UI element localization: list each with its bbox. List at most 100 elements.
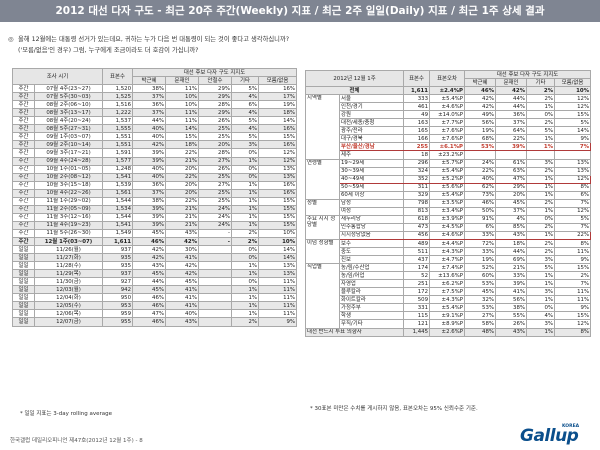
row-value: 18%: [257, 108, 298, 118]
row-value: 44%: [132, 277, 166, 287]
row-value: 39%: [132, 156, 166, 166]
row-value: 5%: [231, 132, 259, 142]
gallup-logo: KOREA Gallup: [520, 424, 592, 446]
row-label: 블루칼라: [338, 287, 405, 297]
row-sample-size: 18: [403, 150, 431, 160]
row-period: 11월 5주(26~30): [34, 228, 103, 238]
row-value: 3%: [526, 158, 556, 168]
row-sample-size: 1,541: [102, 220, 133, 230]
row-type: 주간: [12, 84, 35, 94]
row-value: 73%: [464, 190, 497, 200]
table-row: 직업별 농/림/수산업 174 ±7.4%P 52% 21% 5% 15%: [305, 263, 592, 329]
row-sample-size: 324: [403, 166, 431, 176]
row-value: 15%: [554, 263, 592, 273]
row-value: 45%: [165, 277, 199, 287]
row-value: 18%: [495, 238, 528, 249]
row-value: 24%: [464, 158, 497, 168]
table-row: 주간 09월 4주(24~28) 1,577 39% 21% 27% 1% 12%: [12, 156, 298, 166]
row-value: 1%: [526, 230, 556, 240]
row-type: 일일: [12, 269, 35, 279]
row-value: 26%: [198, 116, 232, 126]
row-period: 11/27(화): [34, 253, 103, 263]
row-error: ±7.5%P: [429, 287, 466, 297]
row-sample-size: 937: [102, 245, 133, 255]
row-sample-size: 953: [102, 301, 133, 311]
row-value: 33%: [464, 247, 497, 257]
row-period: 08월 4주(20~24): [34, 116, 103, 126]
row-value: 20%: [165, 180, 199, 190]
row-value: 5%: [526, 126, 556, 136]
row-value: 64%: [495, 126, 528, 136]
row-sample-size: 437: [403, 255, 431, 265]
row-value: 0%: [231, 172, 259, 182]
row-value: 12%: [257, 148, 298, 158]
row-value: 7%: [554, 142, 592, 152]
table-row: 일일 12/07(금) 955 46% 43% 2% 9%: [12, 317, 298, 327]
voter-intent-value: 48%: [464, 327, 497, 337]
row-value: 16%: [257, 140, 298, 150]
row-value: 29%: [495, 182, 528, 192]
row-value: 9%: [257, 317, 298, 327]
row-value: 46%: [132, 317, 166, 327]
table-row: 연령별 19~29세 296 ±5.7%P 24% 61% 3% 13%: [305, 158, 592, 200]
table-row: 화이트칼라 509 ±4.3%P 32% 56% 1% 11%: [306, 295, 592, 305]
row-type: 주간: [12, 228, 35, 238]
table-row: 이념 성향별 보수 489 ±4.4%P 72% 18% 2% 8%: [305, 238, 592, 265]
row-error: ±5.7%P: [429, 158, 466, 168]
row-value: 25%: [198, 124, 232, 134]
row-period: 11월 2주(05~09): [34, 204, 103, 214]
row-value: 13%: [257, 164, 298, 174]
row-type: 일일: [12, 253, 35, 263]
right-note: * 30표본 미만은 수치를 게시하지 않음, 표본오차는 95% 신뢰수준 기…: [310, 406, 478, 412]
row-value: 1%: [526, 190, 556, 200]
table-row: 일일 11/27(화) 935 42% 41% 0% 14%: [12, 253, 298, 263]
row-sample-size: 1,516: [102, 100, 133, 110]
row-value: 1%: [231, 285, 259, 295]
survey-question: ◎ 올해 12월에는 대통령 선거가 있는데요, 귀하는 누가 다음 번 대통령이…: [8, 34, 448, 56]
table-row: 주간 10월 2주(08~12) 1,541 40% 22% 25% 0% 13%: [12, 172, 298, 182]
row-value: 33%: [464, 230, 497, 240]
row-sample-size: 333: [403, 94, 431, 104]
left-header-col-4: 모름/없음: [257, 76, 298, 86]
row-value: 29%: [198, 108, 232, 118]
row-sample-size: 1,551: [102, 140, 133, 150]
row-period: 11/26(월): [34, 245, 103, 255]
row-value: 14%: [257, 245, 298, 255]
row-label: 여성: [338, 206, 405, 216]
row-error: ±13.6%P: [429, 271, 466, 281]
row-sample-size: 352: [403, 174, 431, 184]
row-value: 43%: [165, 317, 199, 327]
row-type: 주간: [12, 172, 35, 182]
row-value: -: [198, 228, 232, 238]
row-value: 22%: [165, 148, 199, 158]
row-value: 1%: [231, 220, 259, 230]
row-value: 39%: [495, 142, 528, 152]
row-period: 09월 3주(17~21): [34, 148, 103, 158]
row-value: 19%: [464, 126, 497, 136]
row-sample-size: 1,549: [102, 228, 133, 238]
row-value: 72%: [464, 238, 497, 249]
row-value: 53%: [464, 142, 497, 152]
row-sample-size: 618: [403, 214, 431, 224]
row-value: 1%: [526, 279, 556, 289]
table-row: 주간 11월 1주(29~02) 1,544 38% 22% 25% 1% 15%: [12, 196, 298, 206]
row-value: 27%: [198, 156, 232, 166]
row-value: 11%: [165, 108, 199, 118]
row-value: 3%: [526, 255, 556, 265]
row-sample-size: 174: [403, 263, 431, 273]
row-period: 10월 3주(15~18): [34, 180, 103, 190]
group-label: 지역별: [305, 94, 340, 160]
row-sample-size: 49: [403, 110, 431, 120]
row-value: 13%: [257, 269, 298, 279]
footer-text: 한국갤럽 데일리오피니언 제47호(2012년 12월 1주) - 8: [10, 438, 143, 444]
row-sample-size: 311: [403, 182, 431, 192]
row-label: 농/림/수산업: [338, 263, 405, 273]
row-type: 주간: [12, 116, 35, 126]
row-sample-size: 1,561: [102, 188, 133, 198]
row-error: ±9.1%P: [429, 311, 466, 321]
row-label: 강원: [338, 110, 405, 120]
row-label: 보수: [338, 238, 405, 249]
row-sample-size: 509: [403, 295, 431, 305]
row-value: 19%: [257, 100, 298, 110]
row-sample-size: 1,222: [102, 108, 133, 118]
